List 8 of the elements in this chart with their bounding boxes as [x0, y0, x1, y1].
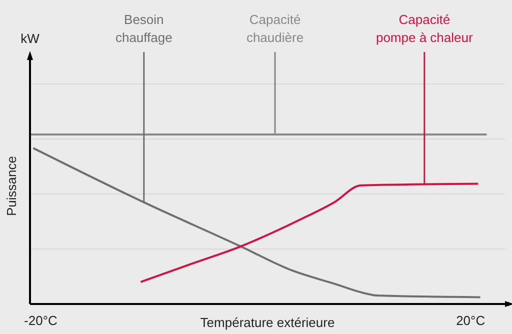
- x-axis-title: Température extérieure: [200, 315, 335, 330]
- annotation: Capacité pompe à chaleur: [376, 12, 474, 45]
- annotation: Besoin chauffage: [115, 12, 172, 45]
- x-tick-label: 20°C: [456, 313, 486, 328]
- annotation: Capacité chaudière: [246, 12, 304, 45]
- x-tick-label: -20°C: [24, 313, 58, 328]
- y-axis-title: Puissance: [4, 156, 19, 216]
- text: kW: [20, 31, 40, 46]
